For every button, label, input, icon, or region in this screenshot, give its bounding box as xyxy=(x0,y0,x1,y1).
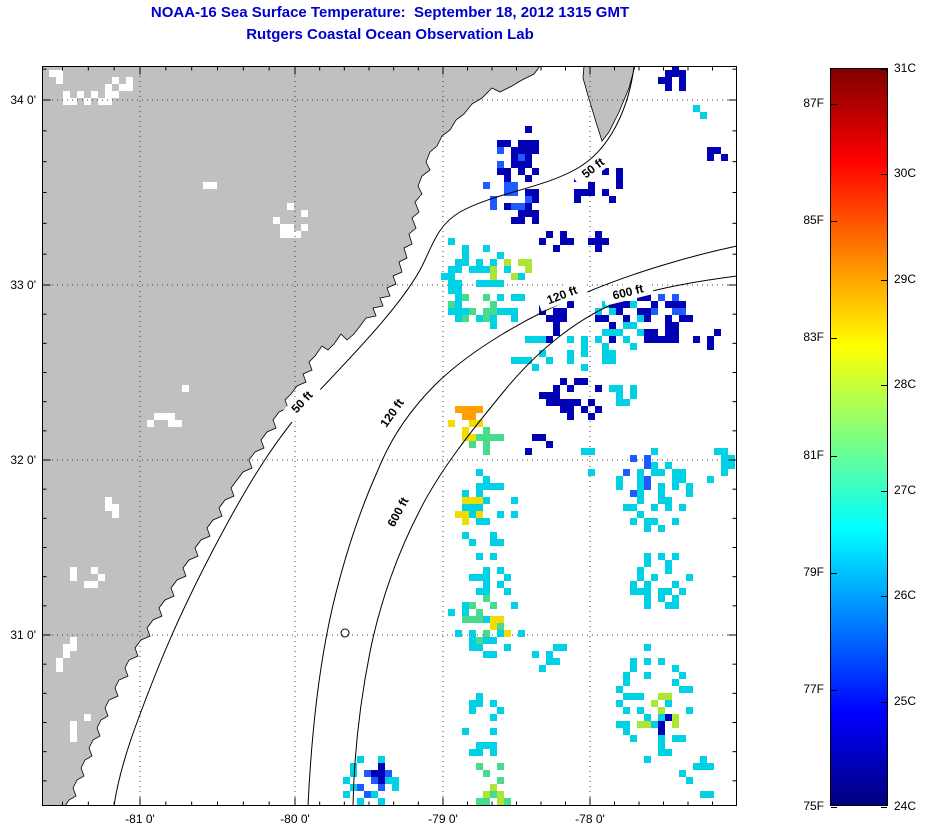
sst-data-patches xyxy=(343,66,735,806)
x-axis-tick-label: -81 0' xyxy=(125,812,155,826)
axis-ticks xyxy=(42,66,737,806)
y-axis-tick-label: 31 0' xyxy=(10,628,36,642)
cloud-patches xyxy=(49,70,427,742)
colorbar-c-label: 28C xyxy=(894,377,917,391)
colorbar-c-label: 27C xyxy=(894,483,917,497)
y-axis-tick-label: 34 0' xyxy=(10,93,36,107)
x-axis-tick-label: -80 0' xyxy=(280,812,310,826)
colorbar-f-labels: 87F 85F 83F 81F 79F 77F 75F xyxy=(752,0,824,832)
colorbar-tick xyxy=(831,456,837,457)
y-axis-labels: 34 0' 33 0' 32 0' 31 0' xyxy=(0,0,39,832)
colorbar-c-label: 25C xyxy=(894,694,917,708)
colorbar xyxy=(830,68,888,808)
y-axis-tick-label: 32 0' xyxy=(10,453,36,467)
colorbar-tick xyxy=(881,596,887,597)
land-mass xyxy=(42,66,541,806)
colorbar-tick xyxy=(831,104,837,105)
contour-label: 600 ft xyxy=(602,278,654,306)
colorbar-c-label: 24C xyxy=(894,799,917,813)
page-title: NOAA-16 Sea Surface Temperature: Septemb… xyxy=(150,4,630,21)
depth-contour-50ft xyxy=(113,66,635,806)
colorbar-tick xyxy=(881,702,887,703)
contour-ring xyxy=(340,628,350,638)
colorbar-c-label: 30C xyxy=(894,166,917,180)
colorbar-c-label: 31C xyxy=(894,61,917,75)
contour-label: 120 ft xyxy=(535,278,589,312)
colorbar-tick xyxy=(881,280,887,281)
colorbar-tick xyxy=(881,385,887,386)
colorbar-tick xyxy=(831,690,837,691)
latlon-grid xyxy=(42,66,737,806)
colorbar-tick xyxy=(831,573,837,574)
colorbar-tick xyxy=(831,338,837,339)
colorbar-tick xyxy=(831,807,837,808)
depth-contour-120ft xyxy=(307,245,737,806)
colorbar-f-label: 83F xyxy=(803,330,824,344)
map-border xyxy=(42,66,737,806)
colorbar-f-label: 75F xyxy=(803,799,824,813)
x-axis-labels: -81 0' -80 0' -79 0' -78 0' xyxy=(0,812,936,830)
x-axis-tick-label: -79 0' xyxy=(428,812,458,826)
colorbar-f-label: 81F xyxy=(803,448,824,462)
colorbar-tick xyxy=(881,807,887,808)
colorbar-tick xyxy=(881,174,887,175)
colorbar-f-label: 87F xyxy=(803,96,824,110)
y-axis-tick-label: 33 0' xyxy=(10,278,36,292)
colorbar-f-label: 77F xyxy=(803,682,824,696)
colorbar-tick xyxy=(831,221,837,222)
colorbar-f-label: 85F xyxy=(803,213,824,227)
colorbar-c-label: 29C xyxy=(894,272,917,286)
colorbar-tick xyxy=(881,69,887,70)
colorbar-tick xyxy=(881,491,887,492)
x-axis-tick-label: -78 0' xyxy=(575,812,605,826)
colorbar-f-label: 79F xyxy=(803,565,824,579)
page-subtitle: Rutgers Coastal Ocean Observation Lab xyxy=(246,26,534,43)
colorbar-c-label: 26C xyxy=(894,588,917,602)
colorbar-c-labels: 31C 30C 29C 28C 27C 26C 25C 24C xyxy=(894,0,936,832)
